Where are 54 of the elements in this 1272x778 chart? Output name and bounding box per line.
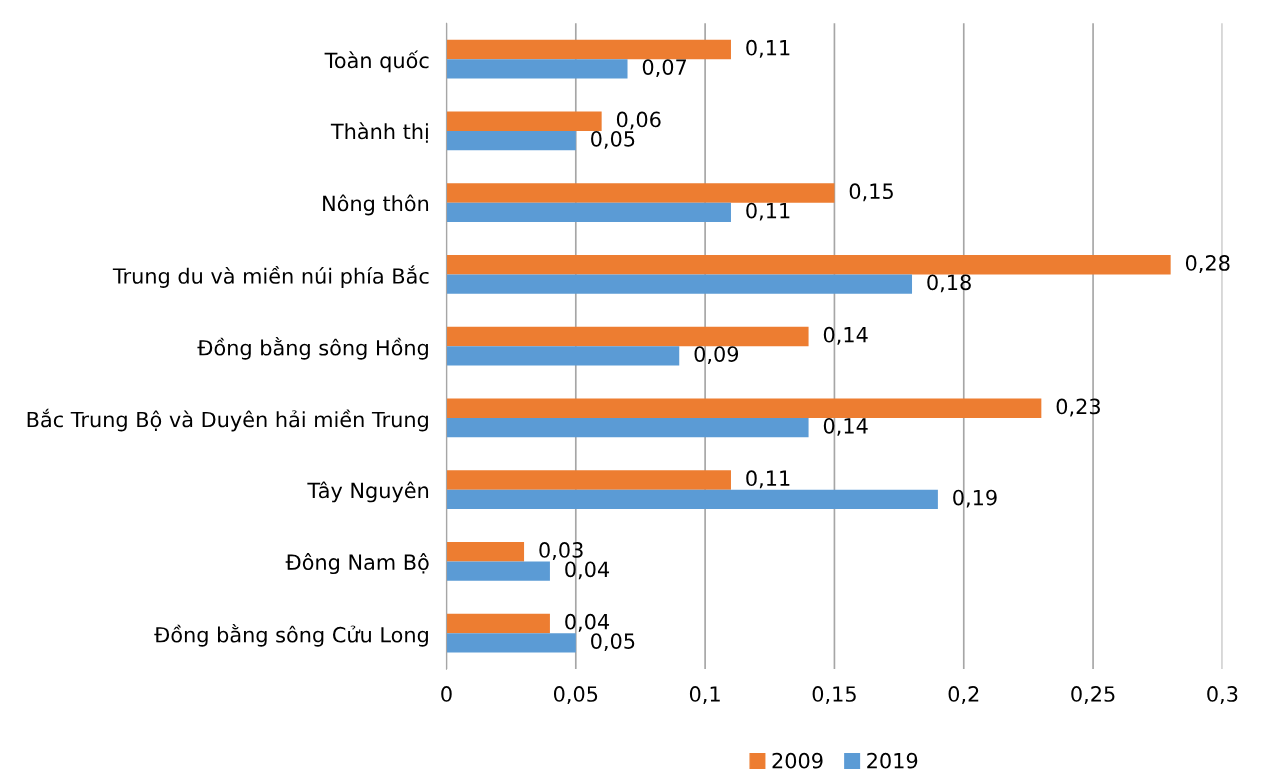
legend-label: 2019 (867, 752, 918, 769)
data-label: 0,11 (746, 470, 790, 489)
data-label: 0,09 (694, 346, 739, 365)
bar (446, 633, 576, 653)
bar (446, 398, 1042, 418)
bar (446, 202, 731, 223)
bar (446, 417, 809, 438)
y-tick-label: Đông Nam Bộ (285, 553, 429, 575)
y-tick-label: Trung du và miền núi phía Bắc (112, 265, 429, 288)
data-label: 0,06 (616, 111, 661, 130)
data-label: 0,05 (591, 130, 635, 149)
y-tick-label: Đồng bằng sông Cửu Long (154, 624, 428, 647)
y-tick-label: Toàn quốc (324, 50, 429, 73)
data-label: 0,23 (1056, 398, 1100, 417)
x-tick-label: 0,15 (812, 686, 856, 704)
x-tick-label: 0,1 (689, 686, 720, 704)
data-label: 0,18 (927, 274, 971, 293)
y-tick-label: Bắc Trung Bộ và Duyên hải miền Trung (27, 408, 428, 432)
bar (446, 59, 628, 79)
legend-label: 2009 (772, 752, 823, 769)
bar (446, 470, 731, 490)
y-tick-label: Đồng bằng sông Hồng (197, 337, 428, 360)
data-label: 0,04 (565, 561, 610, 580)
data-label: 0,15 (849, 183, 893, 202)
data-label: 0,28 (1185, 255, 1230, 273)
x-tick-label: 0,05 (553, 686, 598, 704)
data-label: 0,03 (539, 542, 583, 560)
x-tick-label: 0 (441, 686, 452, 702)
data-label: 0,05 (591, 633, 635, 652)
data-label: 0,14 (823, 326, 868, 345)
x-tick-label: 0,2 (948, 686, 979, 704)
bar (446, 542, 525, 562)
bar (446, 561, 550, 581)
data-label: 0,19 (953, 489, 997, 508)
bar (446, 346, 680, 366)
data-label: 0,11 (746, 202, 790, 221)
bar (446, 111, 602, 131)
bar (446, 274, 913, 294)
bar (446, 489, 938, 510)
bar (446, 130, 576, 151)
bar (446, 255, 1171, 275)
data-label: 0,07 (642, 59, 687, 78)
y-tick-label: Nông thôn (323, 194, 429, 216)
y-tick-label: Tây Nguyên (307, 481, 429, 503)
bar (446, 326, 809, 347)
data-label: 0,04 (565, 613, 610, 632)
data-label: 0,11 (746, 39, 790, 58)
bar (446, 613, 550, 634)
x-tick-label: 0,3 (1207, 686, 1238, 704)
x-tick-label: 0,25 (1071, 686, 1115, 704)
bar (446, 183, 835, 203)
y-tick-label: Thành thị (330, 122, 428, 143)
data-label: 0,14 (823, 417, 868, 436)
bar (446, 39, 731, 60)
